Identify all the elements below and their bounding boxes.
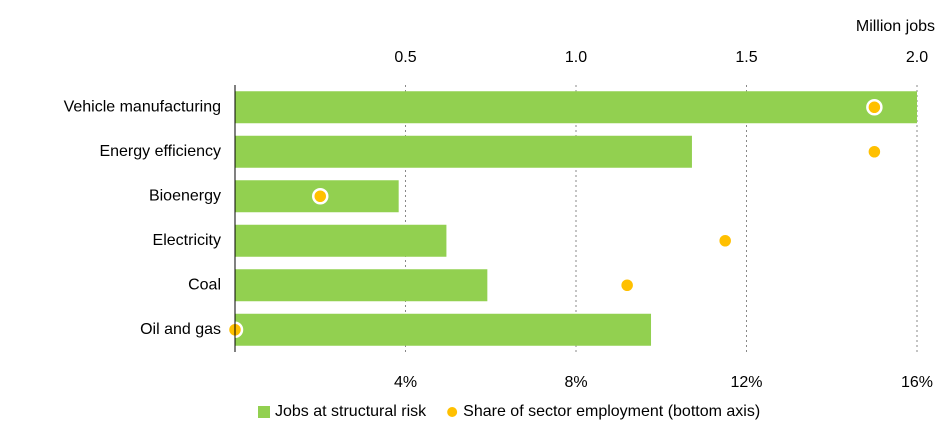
dot [866,99,883,116]
bar [235,224,447,257]
tick-label: 12% [730,374,762,391]
tick-label: 8% [564,374,587,391]
tick-label: 16% [901,374,933,391]
tick-label: 4% [394,374,417,391]
bar [235,135,692,168]
y-tick-label: Oil and gas [140,321,221,338]
bar [235,91,917,124]
x-axis-title: Million jobs [856,18,935,35]
dot [618,277,636,294]
y-tick-label: Electricity [153,232,221,249]
tick-label: 1.0 [565,49,587,66]
dot [312,188,329,205]
y-tick-label: Vehicle manufacturing [64,98,221,115]
tick-label: 2.0 [906,49,928,66]
y-tick-label: Bioenergy [149,187,221,204]
tick-label: 0.5 [394,49,416,66]
bar [235,313,652,346]
legend-label: Share of sector employment (bottom axis) [463,403,760,420]
y-tick-label: Coal [188,276,221,293]
dot [716,232,734,249]
legend-swatch [447,407,458,417]
legend-swatch [258,406,270,418]
dot [866,143,883,160]
bar [235,269,488,302]
y-tick-label: Energy efficiency [99,143,221,160]
tick-label: 1.5 [735,49,757,66]
legend-label: Jobs at structural risk [275,403,427,420]
